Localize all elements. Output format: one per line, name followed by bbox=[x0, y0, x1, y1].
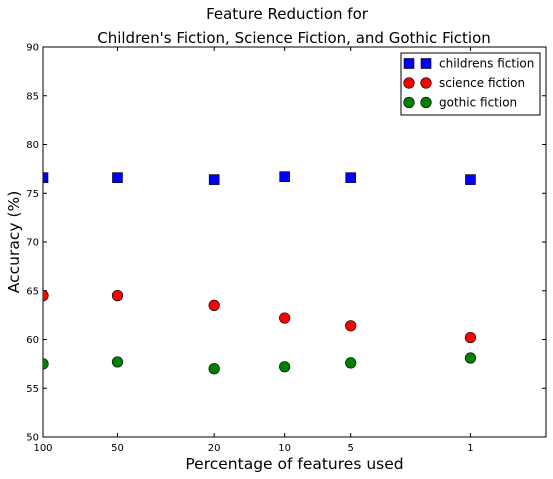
x-tick-label: 5 bbox=[348, 443, 354, 454]
y-tick-label: 65 bbox=[26, 286, 39, 297]
x-tick-label: 50 bbox=[111, 443, 124, 454]
x-tick-label: 20 bbox=[208, 443, 221, 454]
legend-label-science-fiction: science fiction bbox=[439, 76, 525, 90]
gothic-fiction-point bbox=[208, 363, 220, 375]
data-marks bbox=[43, 171, 477, 375]
science-fiction-point bbox=[345, 320, 357, 332]
science-fiction-point bbox=[43, 290, 49, 302]
y-tick-label: 70 bbox=[26, 238, 39, 249]
legend-label-childrens-fiction: childrens fiction bbox=[439, 57, 534, 71]
legend-marker-science-fiction bbox=[420, 77, 432, 89]
legend-marker-gothic-fiction bbox=[420, 96, 432, 109]
legend-label-gothic-fiction: gothic fiction bbox=[439, 96, 517, 110]
childrens-fiction-point bbox=[279, 171, 290, 182]
science-fiction-point bbox=[208, 299, 220, 311]
y-tick-label: 80 bbox=[26, 140, 39, 151]
chart-title-line-2: Children's Fiction, Science Fiction, and… bbox=[97, 29, 491, 47]
y-tick-label: 85 bbox=[26, 91, 39, 102]
legend-marker-gothic-fiction bbox=[403, 96, 415, 109]
science-fiction-point bbox=[279, 312, 291, 324]
legend-marker-science-fiction bbox=[403, 77, 415, 89]
gothic-fiction-point bbox=[345, 357, 357, 369]
legend-marker-childrens-fiction bbox=[420, 58, 432, 69]
y-tick-label: 60 bbox=[26, 335, 39, 346]
legend-marker-childrens-fiction bbox=[403, 58, 415, 69]
x-axis-label: Percentage of features used bbox=[185, 455, 403, 473]
childrens-fiction-point bbox=[112, 172, 123, 183]
legend: childrens fiction science fiction gothic f… bbox=[400, 52, 541, 116]
y-tick-label: 75 bbox=[26, 189, 39, 200]
science-fiction-point bbox=[111, 290, 124, 302]
gothic-fiction-point bbox=[43, 358, 49, 370]
childrens-fiction-point bbox=[43, 172, 49, 183]
y-tick-label: 55 bbox=[26, 384, 39, 395]
x-tick-label: 10 bbox=[278, 443, 291, 454]
gothic-fiction-point bbox=[464, 352, 477, 364]
childrens-fiction-point bbox=[208, 174, 220, 185]
gothic-fiction-point bbox=[111, 356, 124, 368]
childrens-fiction-point bbox=[345, 172, 357, 183]
y-axis-label: Accuracy (%) bbox=[5, 191, 23, 294]
x-tick-label: 100 bbox=[33, 443, 52, 454]
chart-title-line-1: Feature Reduction for bbox=[206, 5, 369, 23]
science-fiction-point bbox=[464, 331, 477, 344]
childrens-fiction-point bbox=[465, 174, 476, 185]
x-tick-label: 1 bbox=[467, 443, 473, 454]
y-tick-label: 50 bbox=[26, 433, 39, 444]
gothic-fiction-point bbox=[279, 361, 291, 373]
y-tick-label: 90 bbox=[26, 43, 39, 54]
